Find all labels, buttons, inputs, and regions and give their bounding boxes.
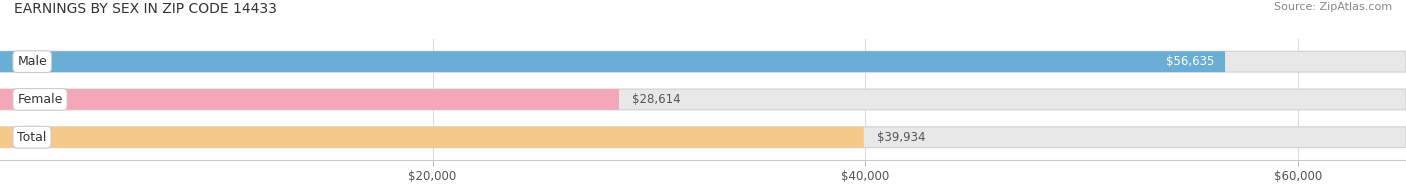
- Text: $56,635: $56,635: [1166, 55, 1215, 68]
- FancyBboxPatch shape: [0, 51, 1406, 72]
- Text: $39,934: $39,934: [877, 131, 925, 144]
- Text: EARNINGS BY SEX IN ZIP CODE 14433: EARNINGS BY SEX IN ZIP CODE 14433: [14, 2, 277, 16]
- FancyBboxPatch shape: [0, 89, 1406, 110]
- Text: Female: Female: [17, 93, 63, 106]
- Text: Male: Male: [17, 55, 46, 68]
- FancyBboxPatch shape: [0, 127, 863, 148]
- FancyBboxPatch shape: [0, 89, 619, 110]
- Text: $28,614: $28,614: [631, 93, 681, 106]
- FancyBboxPatch shape: [0, 51, 1225, 72]
- Text: Source: ZipAtlas.com: Source: ZipAtlas.com: [1274, 2, 1392, 12]
- Text: Total: Total: [17, 131, 46, 144]
- FancyBboxPatch shape: [0, 127, 1406, 148]
